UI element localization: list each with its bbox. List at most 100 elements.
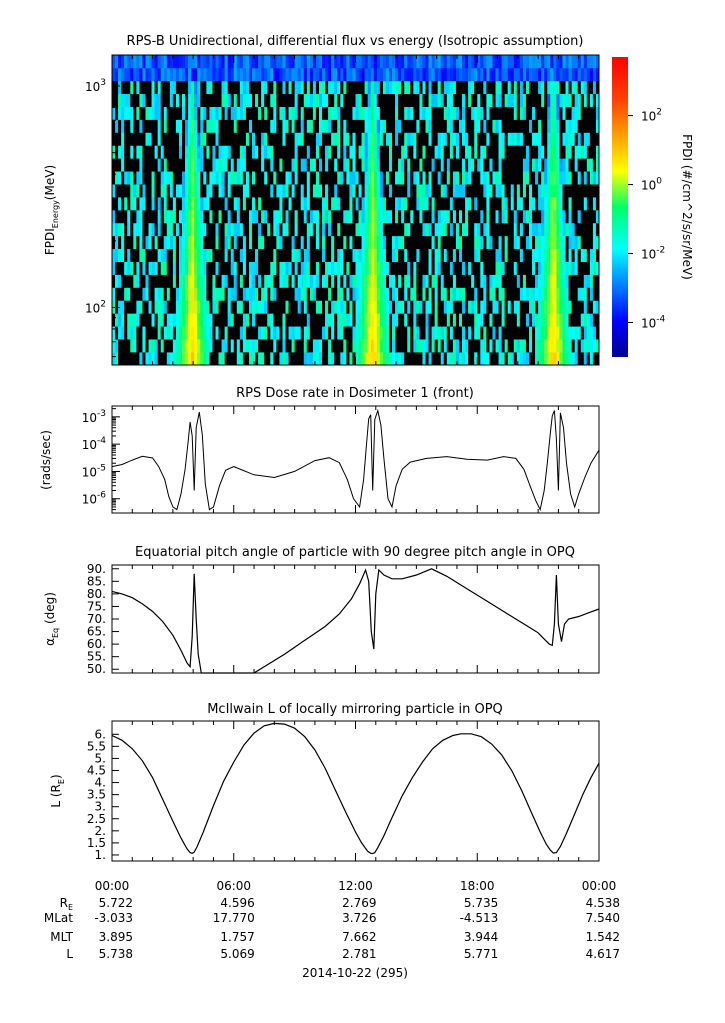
spectrogram-cell (361, 119, 365, 133)
spectrogram-cell (273, 184, 277, 198)
spectrogram-cell (346, 339, 350, 353)
spectrogram-cell (565, 235, 569, 250)
spectrogram-cell (349, 67, 353, 82)
spectrogram-cell (404, 119, 408, 133)
spectrogram-cell (227, 339, 231, 353)
spectrogram-cell (218, 248, 222, 262)
spectrogram-cell (148, 287, 152, 301)
spectrogram-cell (452, 313, 457, 327)
spectrogram-cell (288, 93, 292, 107)
spectrogram-cell (492, 248, 496, 262)
spectrogram-cell (580, 352, 585, 366)
spectrogram-cell (595, 235, 600, 250)
spectrogram-cell (553, 326, 557, 340)
spectrogram-cell (349, 80, 353, 95)
spectrogram-cell (154, 171, 158, 185)
spectrogram-cell (385, 339, 390, 353)
spectrogram-cell (550, 210, 554, 224)
spectrogram-cell (255, 248, 259, 262)
spectrogram-cell (276, 235, 280, 250)
spectrogram-cell (434, 106, 438, 120)
spectrogram-cell (252, 171, 256, 185)
spectrogram-cell (112, 171, 116, 185)
spectrogram-cell (270, 210, 274, 224)
spectrogram-cell (428, 274, 432, 288)
spectrogram-cell (203, 235, 207, 250)
spectrogram-cell (127, 119, 131, 133)
spectrogram-cell (392, 210, 396, 224)
spectrogram-cell (169, 197, 174, 211)
spectrogram-cell (376, 93, 381, 107)
spectrogram-cell (398, 197, 402, 211)
spectrogram-cell (382, 352, 387, 366)
spectrogram-cell (233, 352, 238, 366)
spectrogram-cell (480, 210, 484, 224)
spectrogram-cell (385, 93, 390, 107)
spectrogram-cell (172, 261, 177, 275)
spectrogram-cell (571, 222, 575, 237)
spectrogram-cell (115, 67, 119, 82)
spectrogram-cell (395, 313, 399, 327)
spectrogram-cell (489, 287, 493, 301)
spectrogram-cell (297, 313, 302, 327)
spectrogram-cell (571, 261, 575, 275)
spectrogram-cell (443, 184, 448, 198)
spectrogram-cell (498, 80, 502, 95)
spectrogram-cell (288, 119, 292, 133)
spectrogram-cell (145, 55, 149, 69)
spectrogram-cell (532, 326, 536, 340)
spectrogram-cell (401, 158, 405, 172)
spectrogram-cell (364, 235, 368, 250)
spectrogram-cell (291, 210, 295, 224)
spectrogram-cell (227, 145, 231, 159)
spectrogram-cell (215, 171, 219, 185)
spectrogram-cell (194, 326, 198, 340)
spectrogram-cell (294, 352, 298, 366)
spectrogram-cell (261, 158, 265, 172)
spectrogram-cell (407, 300, 411, 314)
spectrogram-cell (440, 145, 445, 159)
spectrogram-cell (124, 352, 128, 366)
spectrogram-cell (416, 119, 420, 133)
spectrogram-cell (516, 248, 521, 262)
spectrogram-cell (261, 326, 265, 340)
spectrogram-cell (528, 313, 533, 327)
spectrogram-cell (118, 248, 122, 262)
pitch-angle-panel: Equatorial pitch angle of particle with … (43, 545, 600, 676)
spectrogram-cell (483, 145, 487, 159)
spectrogram-cell (191, 67, 195, 82)
spectrogram-cell (315, 235, 320, 250)
spectrogram-cell (318, 158, 323, 172)
spectrogram-cell (556, 67, 560, 82)
spectrogram-cell (595, 352, 600, 366)
spectrogram-cell (535, 313, 539, 327)
spectrogram-cell (309, 132, 314, 146)
spectrogram-cell (312, 106, 317, 120)
spectrogram-cell (361, 235, 365, 250)
spectrogram-cell (252, 158, 256, 172)
spectrogram-cell (507, 145, 512, 159)
spectrogram-cell (245, 55, 250, 69)
spectrogram-cell (483, 287, 487, 301)
spectrogram-cell (154, 287, 158, 301)
spectrogram-cell (565, 313, 569, 327)
spectrogram-cell (212, 339, 216, 353)
spectrogram-cell (127, 274, 131, 288)
spectrogram-cell (419, 171, 423, 185)
spectrogram-cell (407, 339, 411, 353)
spectrogram-cell (355, 184, 359, 198)
spectrogram-cell (595, 287, 600, 301)
spectrogram-cell (157, 235, 161, 250)
spectrogram-cell (382, 326, 387, 340)
spectrogram-cell (486, 132, 490, 146)
spectrogram-cell (559, 119, 563, 133)
spectrogram-cell (556, 248, 560, 262)
spectrogram-cell (361, 184, 365, 198)
spectrogram-cell (188, 339, 192, 353)
spectrogram-cell (322, 313, 326, 327)
spectrogram-cell (419, 132, 423, 146)
spectrogram-cell (188, 106, 192, 120)
spectrogram-cell (291, 313, 295, 327)
spectrogram-cell (322, 55, 326, 69)
spectrogram-cell (221, 119, 225, 133)
